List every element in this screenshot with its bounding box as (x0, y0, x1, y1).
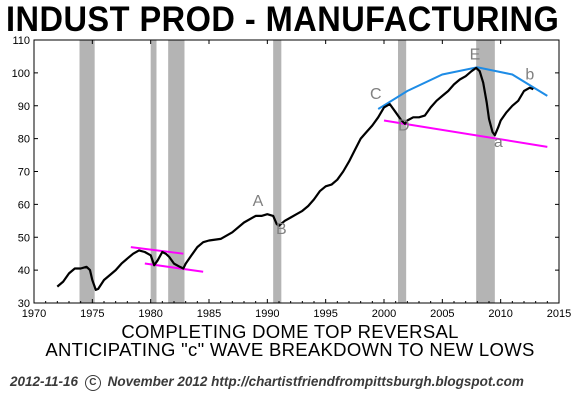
x-tick-label: 2005 (430, 308, 454, 320)
x-tick-label: 1980 (138, 308, 162, 320)
wave-label-A: A (253, 193, 264, 210)
y-tick-label: 60 (18, 199, 30, 211)
wave-label-C: C (370, 86, 382, 103)
x-tick-label: 2010 (488, 308, 512, 320)
wave-label-a: a (494, 134, 503, 151)
caption-line-2: ANTICIPATING "c" WAVE BREAKDOWN TO NEW L… (45, 339, 535, 360)
y-tick-label: 100 (12, 68, 30, 80)
series-line-0 (56, 66, 534, 291)
wave-label-B: B (276, 221, 287, 238)
recession-band-2 (168, 40, 185, 303)
copyright-icon: C (84, 375, 101, 391)
wave-labels: AB CD Ea b (253, 47, 535, 238)
footer: 2012-11-16 C November 2012 http://charti… (10, 374, 524, 391)
axis-ticks: 1970 1975 1980 1985 1990 1995 2000 2005 2010 2015… (12, 35, 572, 320)
chart-title: INDUST PROD - MANUFACTURING (6, 0, 560, 39)
series-lines (56, 66, 534, 291)
trendline-0 (130, 246, 184, 255)
y-tick-label: 110 (12, 35, 30, 47)
x-tick-label: 2000 (372, 308, 396, 320)
footer-date: 2012-11-16 (10, 374, 79, 389)
wave-label-E: E (470, 47, 481, 64)
x-tick-label: 1985 (197, 308, 221, 320)
dome-curve (377, 66, 548, 110)
trendline-2 (383, 119, 548, 148)
x-tick-label: 2015 (547, 308, 571, 320)
recession-bands (79, 40, 495, 303)
recession-band-3 (273, 40, 282, 303)
wave-label-D: D (398, 117, 410, 134)
caption-line-1: COMPLETING DOME TOP REVERSAL (121, 321, 459, 342)
recession-band-5 (476, 40, 495, 303)
recession-band-1 (150, 40, 157, 303)
footer-text: November 2012 http://chartistfriendfromp… (107, 374, 524, 389)
dome-top-curve (377, 66, 548, 110)
y-tick-label: 30 (18, 298, 30, 310)
y-tick-label: 80 (18, 134, 30, 146)
x-tick-label: 1995 (313, 308, 337, 320)
y-tick-label: 50 (18, 232, 30, 244)
y-tick-label: 40 (18, 265, 30, 277)
recession-band-0 (79, 40, 95, 303)
x-tick-label: 1975 (80, 308, 104, 320)
wave-label-b: b (525, 66, 534, 83)
x-tick-label: 1990 (255, 308, 279, 320)
recession-band-4 (398, 40, 407, 303)
x-tick-label: 1970 (22, 308, 46, 320)
y-tick-label: 90 (18, 101, 30, 113)
y-tick-label: 70 (18, 167, 30, 179)
